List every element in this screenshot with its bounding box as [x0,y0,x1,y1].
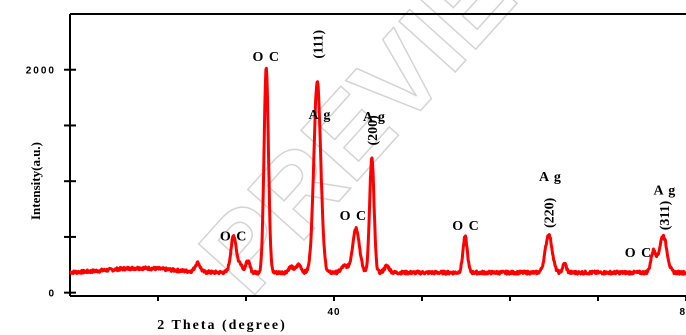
peak-phase-label: A g [539,170,562,185]
y-axis-label: Intensity(a.u.) [28,142,43,220]
peak-phase-label: A g [653,184,676,199]
x-tick-label: 40 [327,307,340,318]
y-tick-label: 2000 [26,66,56,77]
x-axis-label: 2 Theta (degree) [157,318,286,333]
peak-phase-label: O C [452,219,480,234]
peak-index-label: (200) [366,115,381,146]
y-tick-label: 0 [48,289,56,300]
peak-phase-label: A g [363,110,386,125]
x-tick-label: 80 [679,307,686,318]
series-line [69,66,686,276]
y-axis-ticks: 0 2000 [26,66,76,300]
peak-phase-label: O C [625,246,653,261]
peak-phase-label: O C [340,209,368,224]
peak-phase-label: A g [308,108,331,123]
x-axis-ticks: 40 80 [157,296,686,318]
peak-index-label: (311) [658,200,673,230]
peak-phase-label: O C [220,229,248,244]
peak-index-label: (220) [543,197,558,228]
peak-phase-label: O C [252,50,280,65]
plot-frame [69,13,686,297]
peak-index-label: (111) [311,29,326,58]
